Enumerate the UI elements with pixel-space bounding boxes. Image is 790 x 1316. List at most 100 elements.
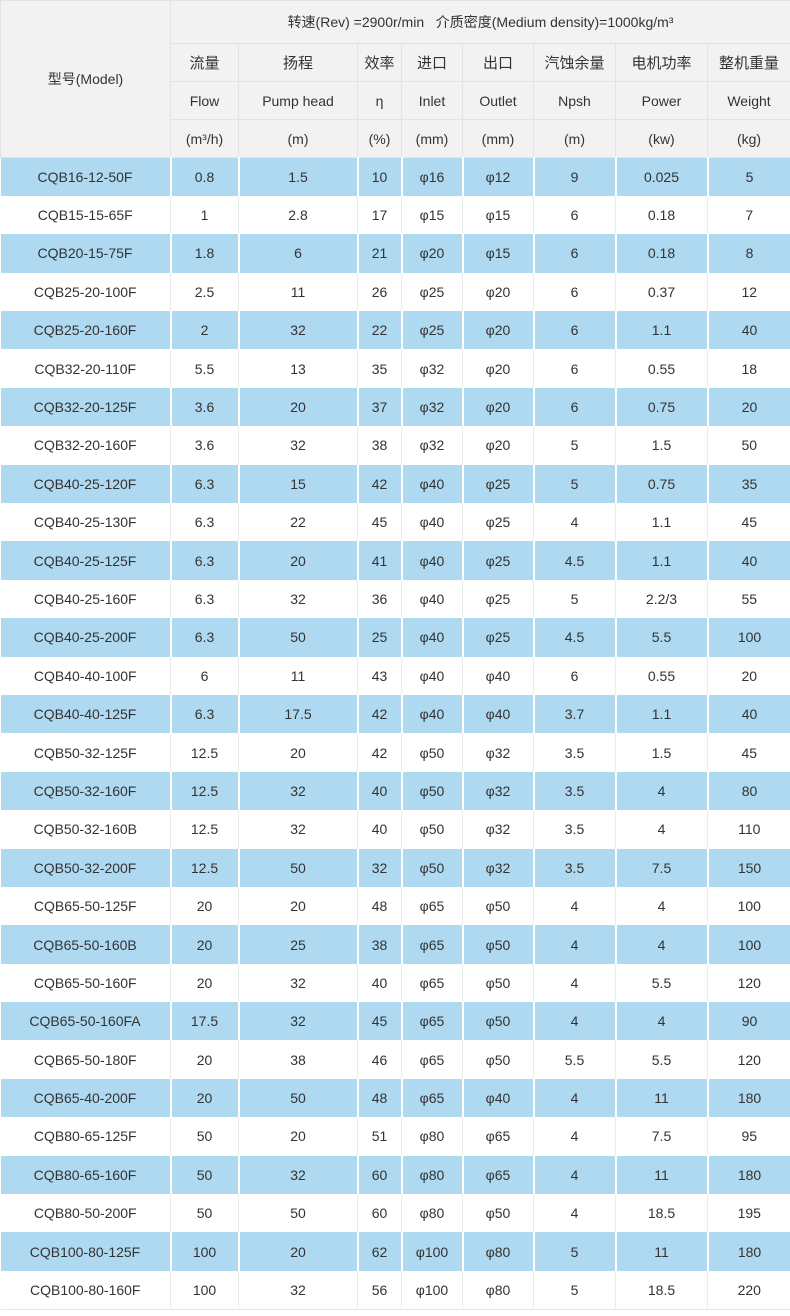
value-cell: φ80 [400, 1155, 463, 1195]
value-cell: φ25 [461, 464, 534, 504]
value-cell: 35 [706, 464, 790, 504]
value-cell: 2.8 [238, 195, 358, 235]
col-header-head-unit: (m) [238, 119, 358, 158]
value-cell: φ25 [462, 579, 534, 619]
value-cell: 32 [237, 311, 358, 350]
value-cell: 6 [533, 195, 616, 235]
value-cell: 5.5 [614, 618, 708, 657]
value-cell: φ20 [462, 272, 534, 312]
value-cell: φ16 [400, 157, 463, 196]
value-cell: 100 [706, 886, 790, 926]
header-row-cn: 流量 扬程 效率 进口 出口 汽蚀余量 电机功率 整机重量 [1, 43, 790, 82]
table-row: CQB65-50-160B 20 25 38 φ65 φ50 4 4 100 [0, 925, 790, 964]
table-row: CQB100-80-125F 100 20 62 φ100 φ80 5 11 180 [0, 1232, 790, 1271]
value-cell: 17 [357, 195, 402, 235]
table-row: CQB50-32-160B 12.5 32 40 φ50 φ32 3.5 4 110 [0, 810, 790, 849]
value-cell: φ80 [461, 1232, 534, 1271]
table-row: CQB20-15-75F 1.8 6 21 φ20 φ15 6 0.18 8 [0, 234, 790, 273]
table-row: CQB32-20-110F 5.5 13 35 φ32 φ20 6 0.55 18 [0, 349, 790, 388]
value-cell: 40 [356, 771, 402, 811]
table-row: CQB40-40-125F 6.3 17.5 42 φ40 φ40 3.7 1.1 40 [0, 694, 790, 734]
model-cell: CQB15-15-65F [0, 195, 171, 235]
value-cell: φ50 [400, 848, 463, 887]
value-cell: φ80 [401, 1194, 463, 1233]
model-cell: CQB80-50-200F [0, 1194, 171, 1233]
table-row: CQB25-20-160F 2 32 22 φ25 φ20 6 1.1 40 [0, 311, 790, 350]
model-cell: CQB40-25-125F [0, 541, 171, 580]
value-cell: 42 [356, 464, 402, 504]
col-header-outlet-unit: (mm) [462, 119, 534, 158]
value-cell: 110 [706, 810, 790, 849]
value-cell: 0.18 [614, 234, 708, 273]
value-cell: 13 [238, 349, 358, 388]
value-cell: 4.5 [532, 541, 616, 580]
value-cell: 41 [356, 541, 402, 580]
value-cell: 20 [706, 387, 790, 427]
value-cell: 12.5 [170, 810, 239, 849]
value-cell: 100 [170, 1270, 239, 1310]
value-cell: 35 [357, 349, 402, 388]
model-cell: CQB65-50-160F [0, 963, 171, 1003]
value-cell: 5.5 [615, 1040, 708, 1079]
value-cell: 32 [238, 426, 358, 465]
model-cell: CQB65-50-160FA [0, 1002, 171, 1041]
value-cell: 6.3 [169, 618, 239, 657]
value-cell: 12.5 [169, 771, 239, 811]
value-cell: φ20 [462, 426, 534, 465]
value-cell: 6 [533, 272, 616, 312]
value-cell: 100 [169, 1232, 239, 1271]
value-cell: 4 [615, 886, 708, 926]
value-cell: 46 [357, 1040, 402, 1079]
col-header-power-cn: 电机功率 [615, 43, 708, 82]
col-header-flow-unit: (m³/h) [170, 119, 239, 158]
value-cell: 36 [357, 579, 402, 619]
value-cell: 45 [356, 1002, 402, 1041]
value-cell: 20 [169, 925, 239, 964]
value-cell: φ20 [461, 311, 534, 350]
value-cell: 90 [706, 1002, 790, 1041]
value-cell: 4 [614, 1002, 708, 1041]
model-cell: CQB25-20-100F [0, 272, 171, 312]
col-header-flow-cn: 流量 [170, 43, 239, 82]
value-cell: 20 [237, 1232, 358, 1271]
value-cell: 21 [356, 234, 402, 273]
value-cell: 9 [532, 157, 616, 196]
table-row: CQB25-20-100F 2.5 11 26 φ25 φ20 6 0.37 12 [0, 272, 790, 312]
col-header-flow-en: Flow [170, 81, 239, 120]
value-cell: 20 [238, 886, 358, 926]
value-cell: φ32 [461, 848, 534, 887]
model-cell: CQB65-50-160B [0, 925, 171, 964]
value-cell: 4 [533, 1117, 616, 1156]
table-row: CQB15-15-65F 1 2.8 17 φ15 φ15 6 0.18 7 [0, 195, 790, 235]
value-cell: 4 [533, 963, 616, 1003]
value-cell: 11 [238, 656, 358, 695]
value-cell: 1.1 [614, 541, 708, 580]
value-cell: 7.5 [615, 1117, 708, 1156]
col-header-inlet-unit: (mm) [401, 119, 463, 158]
value-cell: 1 [170, 195, 239, 235]
value-cell: φ50 [400, 771, 463, 811]
value-cell: 6 [532, 234, 616, 273]
value-cell: 180 [706, 1232, 790, 1271]
col-header-outlet-cn: 出口 [462, 43, 534, 82]
value-cell: 3.5 [532, 848, 616, 887]
value-cell: φ65 [462, 1117, 534, 1156]
col-header-inlet-en: Inlet [401, 81, 463, 120]
model-cell: CQB40-25-130F [0, 503, 171, 542]
operating-conditions-header: 转速(Rev) =2900r/min 介质密度(Medium density)=… [169, 0, 790, 44]
value-cell: φ15 [461, 234, 534, 273]
value-cell: 0.55 [615, 656, 708, 695]
table-row: CQB40-25-200F 6.3 50 25 φ40 φ25 4.5 5.5 100 [0, 618, 790, 657]
value-cell: 5 [533, 426, 616, 465]
value-cell: 60 [357, 1194, 402, 1233]
value-cell: φ50 [462, 886, 534, 926]
value-cell: 1.1 [614, 311, 708, 350]
value-cell: 12.5 [169, 848, 239, 887]
value-cell: φ80 [462, 1270, 534, 1310]
table-row: CQB65-50-160F 20 32 40 φ65 φ50 4 5.5 120 [0, 963, 790, 1003]
value-cell: 11 [614, 1155, 708, 1195]
value-cell: 4 [533, 1194, 616, 1233]
table-row: CQB65-50-160FA 17.5 32 45 φ65 φ50 4 4 90 [0, 1002, 790, 1041]
value-cell: 5 [533, 1270, 616, 1310]
value-cell: 120 [706, 963, 790, 1003]
